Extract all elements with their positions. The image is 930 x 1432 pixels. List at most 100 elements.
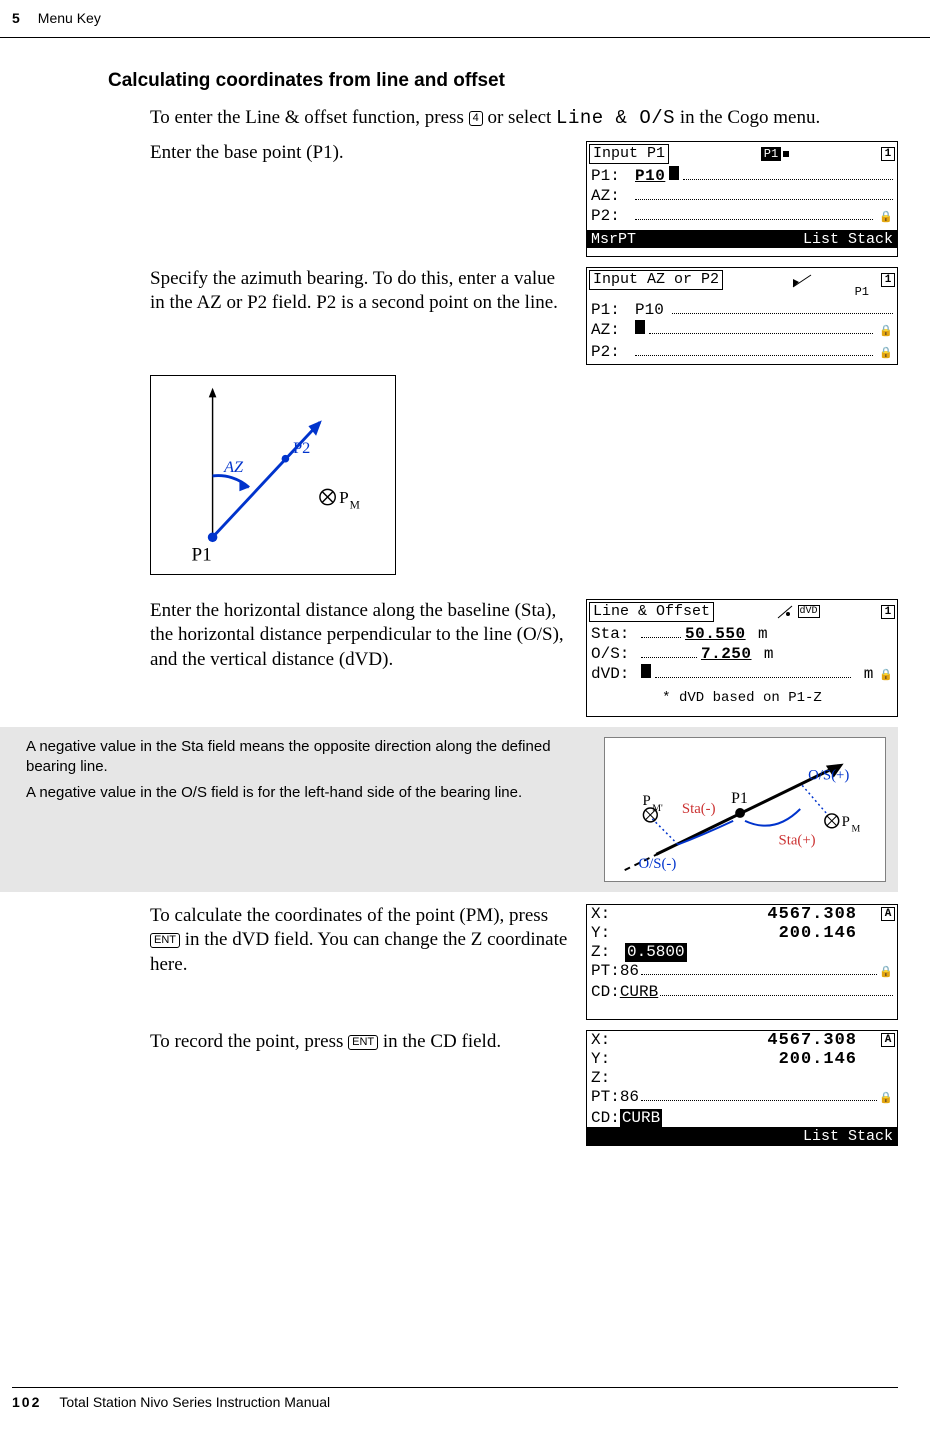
key-ent: ENT	[348, 1035, 378, 1050]
dot-icon	[783, 151, 789, 157]
offset-icon	[776, 604, 796, 620]
diag-os-minus: O/S(-)	[638, 856, 676, 872]
lcd1-r1-lab: P1:	[591, 166, 631, 186]
chapter-number: 5	[12, 10, 20, 26]
step3-row: Enter the horizontal distance along the …	[150, 599, 898, 717]
lcd1-r2-lab: AZ:	[591, 186, 631, 206]
key-ent: ENT	[150, 933, 180, 948]
lcd5-y-lab: Y:	[591, 1050, 625, 1069]
cursor-icon	[635, 320, 645, 334]
lock-icon: 🔒	[879, 1090, 893, 1109]
step5-post: in the CD field.	[378, 1031, 501, 1052]
diag-sta-plus: Sta(+)	[779, 832, 816, 848]
svg-text:P: P	[842, 813, 850, 829]
lcd2-title: Input AZ or P2	[589, 270, 723, 290]
lcd1-r1-line	[683, 166, 893, 180]
step1-text: Enter the base point (P1).	[150, 141, 574, 166]
lcd3-badge: dVD	[798, 605, 820, 618]
lcd4-x-val: 4567.308	[625, 905, 893, 924]
lock-icon: 🔒	[879, 208, 893, 228]
lcd4-corner: A	[881, 907, 895, 921]
lcd1-bottom-bar: MsrPT List Stack	[587, 230, 897, 248]
lcd4-pt-line	[641, 963, 877, 975]
intro-pre: To enter the Line & offset function, pre…	[150, 107, 469, 128]
lcd1-bottom-left: MsrPT	[591, 231, 636, 247]
lcd-input-p1: Input P1 P1 1 P1:P10 AZ: P2:🔒 MsrPT List…	[586, 141, 898, 257]
lcd5-cd-lab: CD:	[591, 1109, 620, 1128]
step2-text: Specify the azimuth bearing. To do this,…	[150, 267, 574, 316]
diagram-az-label: AZ	[223, 457, 244, 476]
lcd3-r1-unit: m	[750, 624, 768, 644]
lcd5-y-val: 200.146	[625, 1050, 893, 1069]
lcd3-r2-val: 7.250	[701, 644, 752, 664]
lcd2-r1-val: P10	[635, 300, 664, 320]
step4-row: To calculate the coordinates of the poin…	[150, 904, 898, 1020]
page-footer: 102 Total Station Nivo Series Instructio…	[12, 1387, 898, 1410]
step4-text: To calculate the coordinates of the poin…	[150, 904, 574, 978]
lcd3-r1-line	[641, 624, 681, 638]
lcd4-z-val: 0.5800	[625, 943, 687, 962]
lcd5-corner: A	[881, 1033, 895, 1047]
lcd4-cd-lab: CD:	[591, 983, 620, 1002]
lcd5-z-val	[625, 1069, 893, 1088]
lcd1-tag: P1	[761, 147, 781, 161]
lcd5-pt-line	[641, 1089, 877, 1101]
step1-row: Enter the base point (P1). Input P1 P1 1…	[150, 141, 898, 257]
lock-icon: 🔒	[879, 666, 893, 686]
lcd-coords-1: A X:4567.308 Y:200.146 Z:0.5800 PT:86🔒 C…	[586, 904, 898, 1020]
sta-os-diagram: P1 Sta(+) Sta(-) O/S(+) O/S(-) PM PM	[604, 737, 886, 882]
diagram-p2-label: P2	[293, 438, 310, 457]
lcd3-r1-val: 50.550	[685, 624, 746, 644]
lcd3-r3-line	[655, 664, 851, 678]
lcd5-x-lab: X:	[591, 1031, 625, 1050]
azimuth-diagram: P2 AZ P1 P M	[150, 375, 396, 575]
lcd1-corner: 1	[881, 147, 895, 161]
step3-text: Enter the horizontal distance along the …	[150, 599, 574, 673]
lcd4-cd-line	[660, 984, 893, 996]
lcd5-cd-val: CURB	[620, 1109, 662, 1128]
intro-mono: Line & O/S	[556, 107, 675, 129]
page-header: 5 Menu Key	[0, 10, 930, 38]
lcd2-r3-lab: P2:	[591, 342, 631, 362]
lcd2-r1-lab: P1:	[591, 300, 631, 320]
lcd3-r3-lab: dVD:	[591, 664, 637, 684]
lcd1-r2-line	[635, 186, 893, 200]
lcd-line-offset: Line & Offset dVD 1 Sta:50.550m O/S:7.25…	[586, 599, 898, 717]
svg-text:M: M	[350, 499, 360, 511]
manual-title: Total Station Nivo Series Instruction Ma…	[59, 1394, 330, 1410]
lcd3-corner: 1	[881, 605, 895, 619]
step5-row: To record the point, press ENT in the CD…	[150, 1030, 898, 1146]
lcd3-r3-unit: m	[855, 664, 873, 684]
lcd5-x-val: 4567.308	[625, 1031, 893, 1050]
step5-pre: To record the point, press	[150, 1031, 348, 1052]
lock-icon: 🔒	[879, 964, 893, 983]
lcd3-r2-lab: O/S:	[591, 644, 637, 664]
lcd4-pt-lab: PT:	[591, 962, 620, 981]
lcd3-r2-unit: m	[756, 644, 774, 664]
diagram-p1-label: P1	[192, 544, 212, 565]
cursor-icon	[641, 664, 651, 678]
lcd3-r2-line	[641, 644, 697, 658]
lcd3-r1-lab: Sta:	[591, 624, 637, 644]
lcd4-cd-val: CURB	[620, 983, 658, 1002]
diag-os-plus: O/S(+)	[808, 767, 849, 783]
page-number: 102	[12, 1394, 41, 1410]
lcd4-x-lab: X:	[591, 905, 625, 924]
lcd1-r1-val: P10	[635, 166, 665, 186]
svg-text:M: M	[852, 823, 861, 834]
chapter-title: Menu Key	[38, 10, 101, 26]
lcd4-y-val: 200.146	[625, 924, 893, 943]
step5-text: To record the point, press ENT in the CD…	[150, 1030, 574, 1055]
lcd2-r3-line	[635, 342, 873, 356]
step4-post: in the dVD field. You can change the Z c…	[150, 929, 567, 975]
svg-text:M': M'	[652, 803, 663, 814]
intro-paragraph: To enter the Line & offset function, pre…	[150, 106, 898, 131]
lcd3-title: Line & Offset	[589, 602, 714, 622]
lcd4-z-lab: Z:	[591, 943, 625, 962]
lock-icon: 🔒	[879, 344, 893, 364]
lcd4-y-lab: Y:	[591, 924, 625, 943]
lcd-input-az: Input AZ or P2 1 P1 P1:P10 AZ:🔒 P2:🔒	[586, 267, 898, 365]
intro-mid: or select	[483, 107, 556, 128]
lcd1-r3-lab: P2:	[591, 206, 631, 226]
info-box: A negative value in the Sta field means …	[0, 727, 898, 892]
